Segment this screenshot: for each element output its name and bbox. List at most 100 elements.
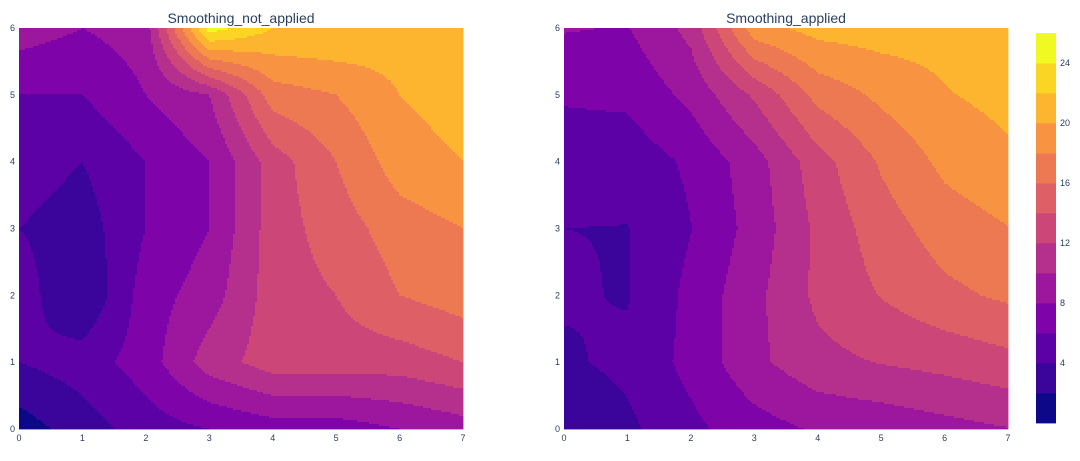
contour-fill-cell [175, 48, 186, 51]
contour-fill-cell [728, 48, 747, 51]
contour-fill-cell [209, 210, 236, 213]
contour-fill-cell [930, 160, 1009, 163]
contour-fill-cell [19, 282, 40, 285]
contour-fill-cell [838, 174, 881, 177]
contour-fill-cell [866, 268, 943, 271]
contour-fill-cell [83, 396, 148, 399]
contour-fill-cell [255, 114, 282, 117]
contour-fill-cell [403, 98, 464, 101]
contour-fill-cell [19, 392, 80, 395]
contour-fill-cell [207, 400, 390, 403]
contour-fill-cell [724, 288, 769, 291]
contour-fill-cell [233, 110, 254, 113]
contour-fill-cell [564, 32, 567, 35]
contour-fill-cell [710, 48, 729, 51]
contour-fill-cell [588, 360, 673, 363]
contour-fill-cell [19, 398, 86, 401]
contour-fill-cell [371, 146, 450, 149]
contour-fill-cell [221, 80, 248, 83]
contour-fill-cell [361, 218, 446, 221]
contour-fill-cell [443, 140, 464, 143]
contour-fill-cell [91, 184, 146, 187]
contour-fill-cell [878, 104, 973, 107]
contour-fill-cell [586, 350, 675, 353]
contour-fill-cell [285, 116, 356, 119]
contour-fill-cell [19, 288, 40, 291]
contour-fill-cell [257, 298, 338, 301]
contour-fill-cell [736, 222, 777, 225]
colorbar-band [1036, 123, 1056, 154]
contour-fill-cell [191, 28, 200, 31]
contour-fill-cell [261, 208, 302, 211]
contour-fill-cell [217, 120, 238, 123]
contour-fill-cell [990, 384, 1009, 387]
contour-fill-cell [588, 356, 675, 359]
contour-fill-cell [676, 316, 723, 319]
contour-fill-cell [395, 86, 464, 89]
contour-fill-cell [133, 148, 198, 151]
contour-fill-cell [405, 296, 464, 299]
contour-fill-cell [838, 42, 1009, 45]
contour-fill-cell [964, 284, 1009, 287]
contour-fill-cell [291, 158, 336, 161]
contour-fill-cell [564, 368, 599, 371]
contour-fill-cell [768, 286, 809, 289]
contour-fill-cell [676, 312, 723, 315]
contour-fill-cell [722, 334, 769, 337]
contour-fill-cell [201, 246, 234, 249]
contour-fill-cell [728, 112, 763, 115]
contour-fill-cell [584, 340, 675, 343]
contour-fill-cell [810, 66, 925, 69]
contour-fill-cell [355, 208, 426, 211]
contour-fill-cell [163, 46, 174, 49]
contour-fill-cell [145, 162, 210, 165]
contour-fill-cell [766, 84, 799, 87]
contour-fill-cell [295, 174, 342, 177]
contour-fill-cell [395, 284, 464, 287]
contour-fill-cell [732, 254, 773, 257]
colorbar-band [1036, 183, 1056, 214]
contour-fill-cell [782, 138, 813, 141]
contour-fill-cell [564, 108, 587, 111]
contour-fill-cell [704, 78, 731, 81]
contour-fill-cell [235, 182, 262, 185]
contour-fill-cell [197, 38, 208, 41]
contour-fill-cell [355, 320, 464, 323]
contour-fill-cell [19, 338, 76, 341]
contour-fill-cell [257, 118, 290, 121]
contour-fill-cell [209, 172, 236, 175]
contour-fill-cell [732, 56, 753, 59]
contour-fill-cell [890, 54, 1009, 57]
contour-fill-cell [19, 100, 90, 103]
contour-fill-cell [564, 54, 647, 57]
contour-fill-cell [678, 168, 731, 171]
contour-fill-cell [209, 96, 230, 99]
contour-fill-cell [630, 266, 685, 269]
contour-fill-cell [676, 330, 723, 333]
contour-fill-cell [153, 46, 164, 49]
contour-fill-cell [920, 64, 1009, 67]
contour-fill-cell [35, 264, 108, 267]
colorbar-band [1036, 243, 1056, 274]
contour-fill-cell [678, 306, 723, 309]
contour-fill-cell [684, 188, 733, 191]
contour-fill-cell [602, 272, 631, 275]
contour-fill-cell [255, 34, 464, 37]
contour-fill-cell [802, 60, 911, 63]
y-tick-label: 6 [555, 23, 560, 33]
contour-fill-cell [145, 216, 210, 219]
contour-fill-cell [726, 282, 769, 285]
contour-fill-cell [834, 160, 877, 163]
contour-fill-cell [443, 354, 464, 357]
contour-fill-cell [235, 162, 262, 165]
contour-fill-cell [351, 396, 464, 399]
contour-fill-cell [896, 202, 975, 205]
contour-fill-cell [173, 416, 270, 419]
contour-fill-cell [183, 30, 192, 33]
contour-fill-cell [353, 318, 464, 321]
contour-fill-cell [810, 232, 857, 235]
contour-fill-cell [153, 44, 164, 47]
contour-fill-cell [626, 112, 693, 115]
contour-fill-cell [157, 106, 214, 109]
